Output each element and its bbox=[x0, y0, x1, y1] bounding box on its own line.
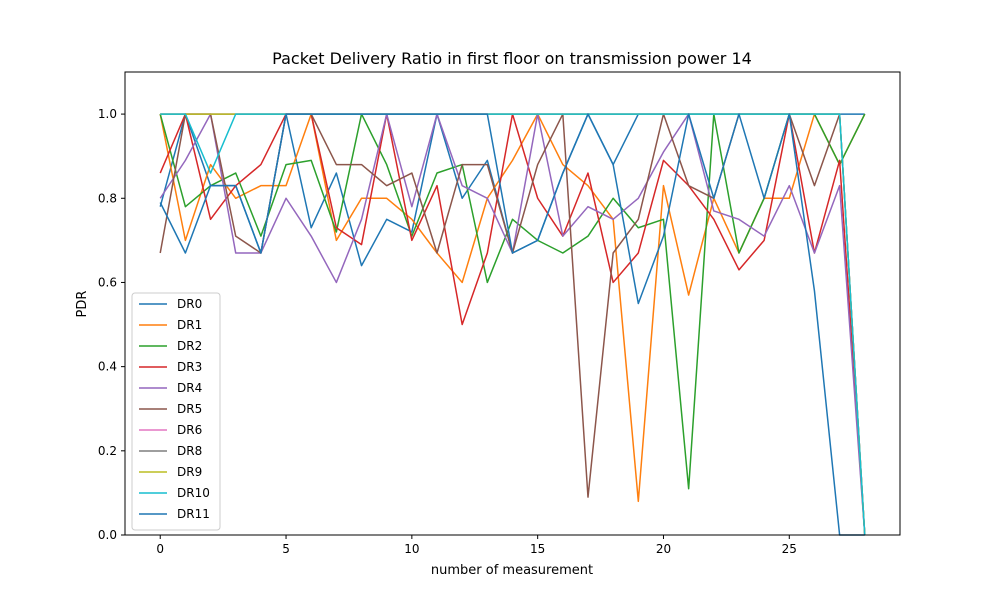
series-line-dr1 bbox=[159, 113, 866, 503]
series-line-dr10 bbox=[160, 113, 866, 536]
y-tick-label: 0.4 bbox=[98, 360, 117, 374]
x-tick-label: 20 bbox=[656, 542, 671, 556]
y-tick-label: 0.0 bbox=[98, 528, 117, 542]
legend-label-dr4: DR4 bbox=[177, 381, 202, 395]
series-line-dr2 bbox=[159, 113, 866, 490]
legend-label-dr11: DR11 bbox=[177, 507, 210, 521]
axes-frame bbox=[124, 71, 901, 536]
x-tick-label: 5 bbox=[282, 542, 290, 556]
series-line-dr8 bbox=[160, 113, 866, 536]
x-tick-label: 15 bbox=[530, 542, 545, 556]
x-axis-label: number of measurement bbox=[431, 563, 593, 578]
y-axis-ticks: 0.0 0.2 0.4 0.6 0.8 1.0 bbox=[98, 107, 125, 542]
series-line-dr9 bbox=[160, 113, 866, 536]
legend-label-dr2: DR2 bbox=[177, 339, 202, 353]
legend: DR0 DR1 DR2 DR3 DR4 DR5 DR6 DR8 DR9 DR10 DR11 bbox=[131, 292, 221, 531]
y-tick-label: 1.0 bbox=[98, 107, 117, 121]
legend-label-dr6: DR6 bbox=[177, 423, 202, 437]
legend-label-dr0: DR0 bbox=[177, 297, 202, 311]
series-line-dr11 bbox=[159, 113, 865, 536]
x-tick-label: 25 bbox=[782, 542, 797, 556]
x-tick-label: 10 bbox=[404, 542, 419, 556]
series-line-dr4 bbox=[159, 113, 866, 536]
legend-label-dr10: DR10 bbox=[177, 486, 210, 500]
y-axis-label: PDR bbox=[75, 291, 90, 318]
y-tick-label: 0.2 bbox=[98, 444, 117, 458]
legend-box bbox=[131, 292, 221, 531]
chart-title: Packet Delivery Ratio in first floor on … bbox=[272, 49, 752, 68]
plot-lines bbox=[159, 113, 866, 536]
legend-label-dr3: DR3 bbox=[177, 360, 202, 374]
y-tick-label: 0.8 bbox=[98, 191, 117, 205]
legend-label-dr5: DR5 bbox=[177, 402, 202, 416]
y-tick-label: 0.6 bbox=[98, 275, 117, 289]
series-line-dr3 bbox=[159, 113, 866, 536]
series-line-dr5 bbox=[159, 113, 866, 536]
x-tick-label: 0 bbox=[156, 542, 164, 556]
series-line-dr6 bbox=[160, 113, 866, 536]
legend-label-dr8: DR8 bbox=[177, 444, 202, 458]
legend-label-dr1: DR1 bbox=[177, 318, 202, 332]
legend-label-dr9: DR9 bbox=[177, 465, 202, 479]
x-axis-ticks: 0 5 10 15 20 25 bbox=[156, 535, 797, 556]
